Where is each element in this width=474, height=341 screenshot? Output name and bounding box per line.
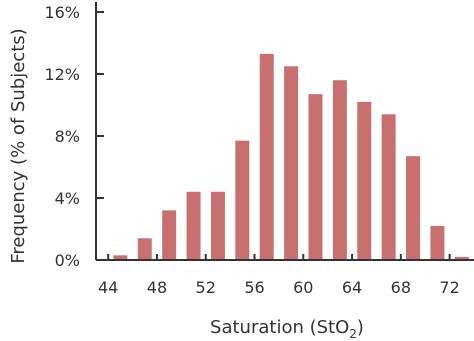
x-tick-label: 56: [244, 278, 264, 297]
x-axis-title-close: ): [357, 317, 364, 338]
axes-layer: [95, 2, 474, 261]
y-tick-label: 8%: [55, 127, 80, 146]
histogram-bar: [284, 66, 299, 260]
x-tick-label: 52: [196, 278, 216, 297]
y-tick-label: 4%: [55, 189, 80, 208]
y-tick-label: 0%: [55, 251, 80, 270]
y-ticks-layer: 0% 4% 8% 12% 16%: [44, 3, 104, 270]
y-tick-label: 16%: [44, 3, 80, 22]
histogram-bar: [332, 80, 347, 260]
histogram-bar: [454, 256, 469, 260]
histogram-bar: [113, 255, 128, 260]
histogram-bar: [406, 156, 421, 260]
bars-layer: [113, 53, 469, 261]
histogram-bar: [308, 94, 323, 261]
x-tick-label: 60: [293, 278, 313, 297]
x-axis-title-main: Saturation (StO: [210, 317, 349, 338]
histogram-bar: [186, 191, 201, 260]
x-tick-label: 72: [439, 278, 459, 297]
histogram-bar: [381, 114, 396, 260]
x-tick-label: 68: [391, 278, 411, 297]
histogram-bar: [259, 53, 274, 260]
x-ticks-layer: 44 48 52 56 60 64 68 72: [98, 254, 460, 297]
y-axis-title: Frequency (% of Subjects): [8, 28, 29, 263]
y-tick-label: 12%: [44, 65, 80, 84]
histogram-bar: [235, 140, 250, 260]
x-axis-title-subscript: 2: [349, 327, 357, 341]
x-axis-title: Saturation (StO2): [210, 317, 364, 341]
histogram-bar: [210, 191, 225, 260]
histogram-bar: [137, 238, 152, 260]
histogram-bar: [357, 101, 372, 261]
histogram-bar: [430, 225, 445, 260]
x-tick-label: 64: [342, 278, 362, 297]
x-tick-label: 44: [98, 278, 118, 297]
histogram-bar: [162, 210, 177, 260]
x-tick-label: 48: [147, 278, 167, 297]
